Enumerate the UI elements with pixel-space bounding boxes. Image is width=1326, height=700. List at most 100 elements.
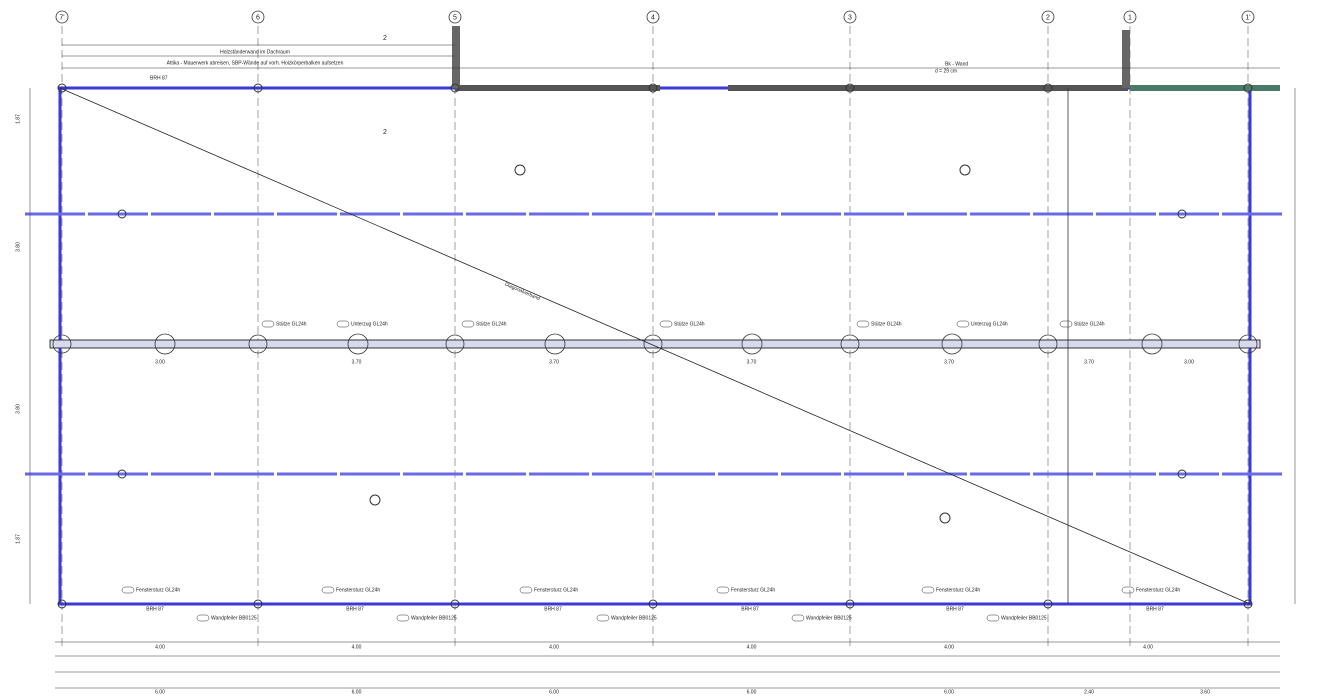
lintel-label: Fenstersturz GL24h (136, 587, 180, 593)
grid-axis-bubble (448, 10, 462, 24)
column (840, 334, 860, 354)
span-dim: 3.70 (1084, 359, 1094, 365)
grid-axis-label: 6 (256, 14, 260, 21)
corner-post (648, 83, 658, 93)
bottom-dim: 4.00 (549, 644, 559, 650)
label-tag (396, 614, 410, 622)
corner-post (1043, 599, 1053, 609)
corner-post (450, 83, 460, 93)
total-dim: 6.00 (944, 689, 954, 695)
roof-drain (369, 494, 381, 506)
grid-axis-bubble (1041, 10, 1055, 24)
span-dim: 3.70 (352, 359, 362, 365)
grid-axis-bubble (251, 10, 265, 24)
column (52, 334, 72, 354)
grid-axis-bubble (843, 10, 857, 24)
label-tag (461, 320, 475, 328)
corner-post (648, 599, 658, 609)
purlin-end (1177, 209, 1187, 219)
lintel-label: Fenstersturz GL24h (936, 587, 980, 593)
label-tag (321, 586, 335, 594)
total-dim: 6.00 (155, 689, 165, 695)
column (544, 333, 566, 355)
pier-label: Wandpfeiler BB0125 (211, 615, 257, 621)
sill-label: BRH 87 (346, 606, 364, 612)
corner-post (253, 599, 263, 609)
column (1141, 333, 1163, 355)
grid-axis-label: 5 (453, 14, 457, 21)
lintel-label: Fenstersturz GL24h (1136, 587, 1180, 593)
corner-post (253, 83, 263, 93)
bottom-dim: 4.00 (352, 644, 362, 650)
column (941, 333, 963, 355)
column (643, 334, 663, 354)
label-tag (986, 614, 1000, 622)
section-mark: 2 (383, 35, 387, 42)
grid-axis-label: 3 (848, 14, 852, 21)
sill-label: BRH 87 (146, 606, 164, 612)
label-tag (659, 320, 673, 328)
total-dim: 6.00 (747, 689, 757, 695)
chimney (1122, 30, 1130, 88)
corner-post (450, 599, 460, 609)
total-dim: 6.00 (549, 689, 559, 695)
grid-axis-label: 4 (651, 14, 655, 21)
label-tag (121, 586, 135, 594)
grid-axis-bubble (646, 10, 660, 24)
pier-label: Wandpfeiler BB0125 (1001, 615, 1047, 621)
lintel-label: Fenstersturz GL24h (534, 587, 578, 593)
grid-axis-bubble (1123, 10, 1137, 24)
total-dim: 6.00 (352, 689, 362, 695)
note: BRH 87 (150, 75, 168, 81)
sill-label: BRH 87 (946, 606, 964, 612)
column (741, 333, 763, 355)
beam-label: Unterzug GL24h (351, 321, 388, 327)
bottom-dim: 4.00 (1143, 644, 1153, 650)
beam-label: Stütze GL24h (871, 321, 902, 327)
top-wall-hatch (455, 85, 660, 91)
span-dim: 3.00 (155, 359, 165, 365)
note: Holzständerwand im Dachraum (220, 49, 290, 55)
grid-axis-label: 1 (1128, 14, 1132, 21)
sill-label: BRH 87 (1146, 606, 1164, 612)
purlin-end (117, 469, 127, 479)
label-tag (519, 586, 533, 594)
label-tag (716, 586, 730, 594)
corner-post (1043, 83, 1053, 93)
label-tag (956, 320, 970, 328)
chimney (452, 26, 460, 88)
section-mark: 2 (383, 129, 387, 136)
purlin-end (1177, 469, 1187, 479)
label-tag (1121, 586, 1135, 594)
span-dim: 3.70 (944, 359, 954, 365)
grid-axis-label: 1' (1245, 14, 1250, 21)
grid-axis-bubble (55, 10, 69, 24)
bottom-dim: 4.00 (155, 644, 165, 650)
diagonal-brace (59, 87, 1251, 605)
top-wall-hatch (728, 85, 1128, 91)
grid-axis-bubble (1241, 10, 1255, 24)
span-dim: 3.70 (549, 359, 559, 365)
lintel-label: Fenstersturz GL24h (336, 587, 380, 593)
roof-drain (959, 164, 971, 176)
pier-label: Wandpfeiler BB0125 (411, 615, 457, 621)
span-dim: 3.70 (747, 359, 757, 365)
sill-label: BRH 87 (741, 606, 759, 612)
side-dim: 3.80 (15, 404, 21, 414)
beam-label: Stütze GL24h (476, 321, 507, 327)
label-tag (336, 320, 350, 328)
column (1238, 334, 1258, 354)
label-tag (791, 614, 805, 622)
corner-post (57, 599, 67, 609)
top-wall-hatch (1130, 85, 1280, 91)
beam-label: Stütze GL24h (674, 321, 705, 327)
label-tag (1059, 320, 1073, 328)
column (1038, 334, 1058, 354)
column (445, 334, 465, 354)
pier-label: Wandpfeiler BB0125 (611, 615, 657, 621)
corner-post (57, 83, 67, 93)
label-tag (921, 586, 935, 594)
